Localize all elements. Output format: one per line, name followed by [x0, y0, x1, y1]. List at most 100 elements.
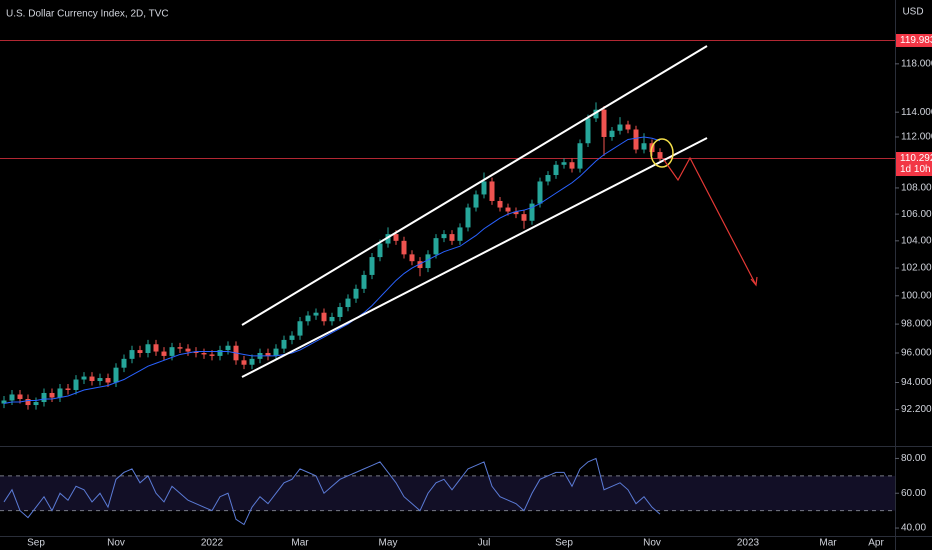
- candle-body: [313, 312, 319, 316]
- y-tick-label: 108.000: [901, 183, 932, 194]
- candle-body: [569, 162, 575, 169]
- y-tick-label: 92.200: [901, 404, 932, 415]
- price-label-box: [896, 152, 932, 177]
- candle-body: [601, 109, 607, 137]
- candle-body: [281, 339, 287, 349]
- price-pane: [0, 39, 895, 410]
- candle-body: [465, 207, 471, 228]
- candle-body: [481, 181, 487, 195]
- x-tick-label: 2023: [737, 538, 760, 549]
- candle-body: [425, 254, 431, 269]
- y-tick-label: 96.000: [901, 348, 932, 359]
- y-tick-label: 114.000: [901, 107, 932, 118]
- channel-lower: [241, 137, 708, 378]
- candle-body: [385, 234, 391, 244]
- x-tick-label: Jul: [478, 538, 491, 549]
- candle-body: [249, 358, 255, 365]
- candle-body: [473, 194, 479, 208]
- x-tick-label: Mar: [819, 538, 837, 549]
- candle-body: [273, 348, 279, 356]
- candle-body: [89, 376, 95, 382]
- price-label-box: [896, 33, 932, 47]
- drawings: [241, 45, 758, 378]
- y-tick-label: 118.000: [901, 58, 932, 69]
- candle-body: [9, 394, 15, 401]
- currency-label: USD: [902, 7, 923, 18]
- highlight-circle: [650, 138, 674, 168]
- candle-body: [617, 124, 623, 131]
- candle-body: [73, 379, 79, 390]
- countdown-label: 1d 10h: [900, 164, 931, 175]
- moving-average: [3, 136, 661, 405]
- candle-body: [49, 392, 55, 398]
- candle-body: [537, 181, 543, 204]
- x-tick-label: Apr: [868, 538, 884, 549]
- chart-title: U.S. Dollar Currency Index, 2D, TVC: [6, 9, 169, 20]
- rsi-tick-label: 40.00: [901, 523, 926, 534]
- candle-body: [65, 388, 71, 390]
- candle-body: [497, 200, 503, 208]
- candle-body: [625, 124, 631, 130]
- candle-body: [193, 351, 199, 353]
- candle-body: [161, 351, 167, 356]
- candle-body: [41, 392, 47, 403]
- x-tick-label: Sep: [27, 538, 45, 549]
- candle-body: [513, 211, 519, 215]
- y-tick-label: 98.000: [901, 319, 932, 330]
- candle-body: [345, 298, 351, 308]
- axes: 118.000 114.000 112.000 108.000 106.000 104.0…: [27, 33, 932, 549]
- x-tick-label: Sep: [555, 538, 573, 549]
- candle-body: [105, 378, 111, 383]
- candle-body: [177, 347, 183, 349]
- candle-body: [337, 307, 343, 317]
- y-tick-label: 106.000: [901, 209, 932, 220]
- rsi-tick-label: 80.00: [901, 453, 926, 464]
- rsi-pane: [0, 457, 895, 526]
- candle-body: [329, 316, 335, 322]
- candle-body: [137, 350, 143, 353]
- candle-body: [201, 352, 207, 355]
- x-tick-label: May: [379, 538, 398, 549]
- candle-body: [17, 394, 23, 399]
- candle-body: [225, 345, 231, 351]
- candle-body: [209, 354, 215, 356]
- price-label: 119.983: [900, 35, 932, 46]
- candle-body: [457, 227, 463, 241]
- candle-body: [409, 254, 415, 262]
- candle-body: [401, 240, 407, 255]
- candle-body: [609, 130, 615, 137]
- candle-body: [433, 238, 439, 255]
- candle-body: [169, 347, 175, 356]
- candle-body: [113, 367, 119, 383]
- candle-body: [505, 207, 511, 212]
- candle-body: [577, 143, 583, 169]
- channel-upper: [241, 45, 708, 326]
- candle-body: [553, 164, 559, 176]
- candle-body: [377, 243, 383, 258]
- candle-body: [217, 350, 223, 356]
- x-tick-label: 2022: [201, 538, 224, 549]
- candle-body: [641, 143, 647, 150]
- candle-body: [441, 234, 447, 239]
- candle-body: [529, 203, 535, 221]
- price-label: 110.292: [900, 153, 932, 164]
- candle-body: [521, 214, 527, 221]
- candle-body: [241, 360, 247, 365]
- rsi-band: [0, 475, 895, 511]
- x-tick-label: Mar: [291, 538, 309, 549]
- candle-body: [81, 376, 87, 380]
- y-tick-label: 100.000: [901, 290, 932, 301]
- candle-body: [593, 109, 599, 119]
- candle-body: [33, 402, 39, 406]
- candle-body: [265, 352, 271, 356]
- candle-body: [489, 181, 495, 201]
- candle-body: [545, 175, 551, 182]
- x-tick-label: Nov: [643, 538, 661, 549]
- y-tick-label: 102.000: [901, 263, 932, 274]
- candle-body: [361, 274, 367, 289]
- candle-body: [393, 234, 399, 241]
- candle-body: [129, 350, 135, 359]
- projection-arrow: [663, 156, 757, 286]
